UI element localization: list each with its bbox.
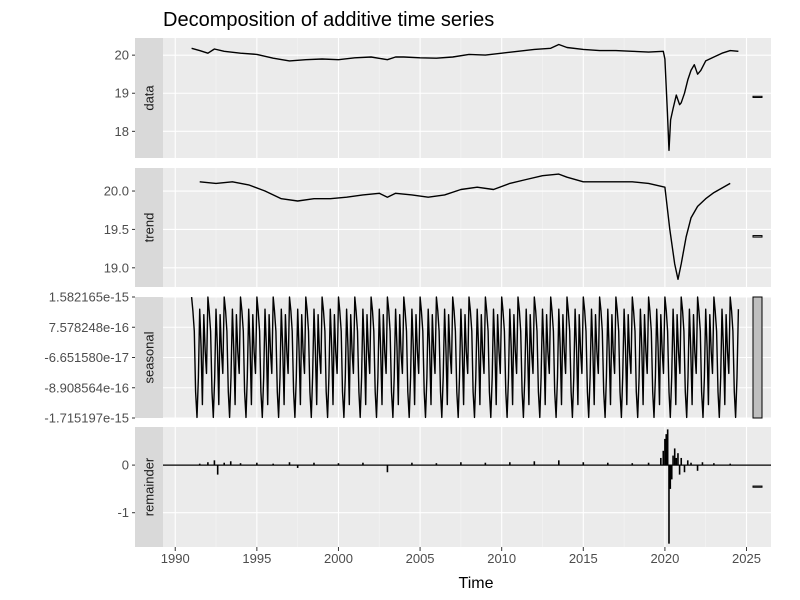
y-tick-label: -1 [117, 505, 129, 520]
y-tick-label: 18 [115, 124, 129, 139]
y-tick-label: 19.5 [104, 222, 129, 237]
panel-strip-label: seasonal [142, 331, 157, 383]
y-tick-label: 19 [115, 86, 129, 101]
x-tick-label: 2010 [487, 551, 516, 566]
panel-seasonal: 1.582165e-15 7.578248e-16 -6.651580e-17 -8.… [44, 290, 771, 426]
x-tick-label: 2015 [569, 551, 598, 566]
panel-remainder: -1 0 remainder [117, 427, 771, 547]
panel-strip [135, 427, 163, 547]
x-tick-label: 2000 [324, 551, 353, 566]
range-bar [752, 485, 763, 488]
x-tick-label: 2025 [732, 551, 761, 566]
range-bar [752, 296, 763, 419]
x-tick-label: 2005 [406, 551, 435, 566]
panel-strip [135, 168, 163, 287]
x-tick-label: 1990 [161, 551, 190, 566]
x-tick-label: 2020 [650, 551, 679, 566]
seasonal-series-line [190, 296, 740, 419]
panel-trend: 19.0 19.5 20.0 trend [104, 168, 771, 287]
panel-data: 18 19 20 data [115, 38, 771, 158]
y-tick-label: 19.0 [104, 260, 129, 275]
panel-background [163, 38, 771, 158]
panel-strip-label: remainder [142, 457, 157, 516]
y-tick-label: -1.715197e-15 [44, 411, 129, 426]
y-tick-label: 1.582165e-15 [49, 290, 129, 305]
y-tick-label: -8.908564e-16 [44, 380, 129, 395]
y-tick-label: 20 [115, 48, 129, 63]
x-axis: 1990 1995 2000 2005 2010 2015 2020 2025 [161, 547, 761, 566]
chart-title: Decomposition of additive time series [163, 9, 494, 31]
panel-background [163, 427, 771, 547]
panel-strip [135, 38, 163, 158]
y-tick-label: 20.0 [104, 184, 129, 199]
panel-strip-label: trend [142, 213, 157, 243]
panel-strip-label: data [142, 85, 157, 111]
x-tick-label: 1995 [242, 551, 271, 566]
trend-series-line [199, 173, 731, 280]
range-bar [752, 235, 763, 238]
panel-strip [135, 297, 163, 418]
range-bar [752, 95, 763, 98]
y-tick-label: 7.578248e-16 [49, 320, 129, 335]
y-tick-label: -6.651580e-17 [44, 350, 129, 365]
data-series-line [191, 43, 739, 152]
y-tick-label: 0 [122, 458, 129, 473]
panels-group: 18 19 20 data 19.0 19.5 20.0 trend 1.582165e-15 7… [44, 38, 771, 547]
x-axis-title: Time [459, 575, 494, 592]
